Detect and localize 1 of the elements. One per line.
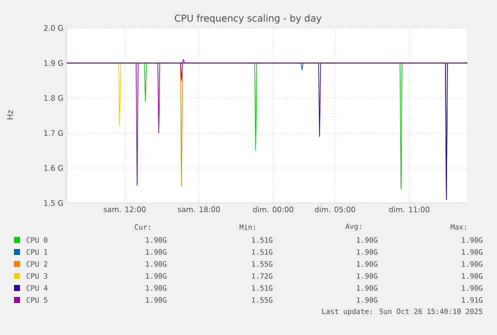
- chart-title: CPU frequency scaling - by day: [174, 14, 322, 24]
